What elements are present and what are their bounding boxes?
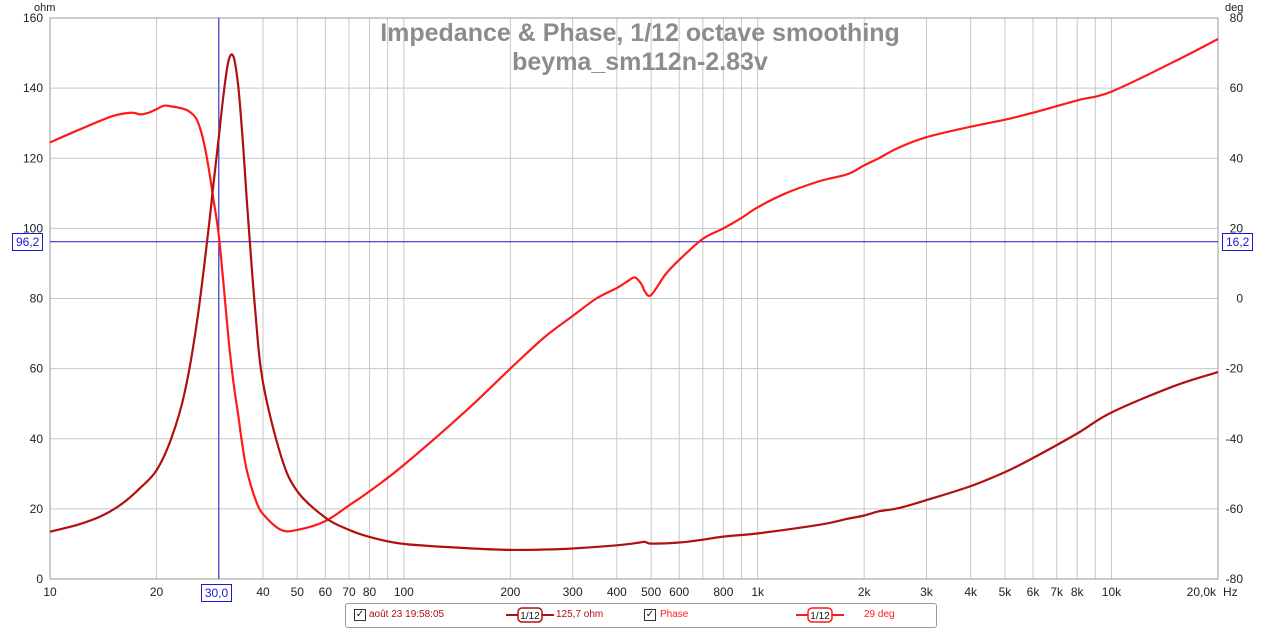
impedance-legend-name: août 23 19:58:05 — [369, 609, 445, 620]
grid-lines — [50, 18, 1218, 579]
y-left-tick-label: 40 — [30, 432, 44, 446]
phase-checkbox[interactable]: ✓ — [644, 609, 656, 621]
x-tick-label: 2k — [858, 585, 872, 599]
x-tick-label: 200 — [500, 585, 520, 599]
x-tick-label: 3k — [920, 585, 934, 599]
y-left-tick-label: 0 — [36, 572, 43, 586]
x-tick-label: 6k — [1027, 585, 1041, 599]
x-tick-label: 8k — [1071, 585, 1085, 599]
x-tick-label: 4k — [964, 585, 978, 599]
cursor-lines[interactable] — [50, 18, 1218, 579]
impedance-curve — [49, 53, 1219, 552]
impedance-legend-value: 125,7 ohm — [556, 609, 604, 620]
y-right-tick-label: 60 — [1230, 81, 1244, 95]
x-tick-label: 80 — [363, 585, 377, 599]
cursor-x-readout[interactable]: 30,0 — [200, 584, 233, 602]
phase-smoothing-label: 1/12 — [810, 611, 830, 622]
y-right-tick-label: -80 — [1226, 572, 1244, 586]
x-tick-label: 10 — [43, 585, 57, 599]
y-right-tick-label: 0 — [1236, 292, 1243, 306]
y-left-tick-label: 120 — [23, 151, 43, 165]
x-tick-label: 600 — [669, 585, 689, 599]
y-left-tick-label: 60 — [30, 362, 44, 376]
y-left-tick-label: 80 — [30, 292, 44, 306]
y-right-tick-label: 40 — [1230, 151, 1244, 165]
y-right-tick-label: -20 — [1226, 362, 1244, 376]
y-right-tick-label: -40 — [1226, 432, 1244, 446]
chart-subtitle: beyma_sm112n-2.83v — [512, 48, 768, 76]
cursor-right-readout[interactable]: 16,2 — [1222, 232, 1254, 251]
y-left-tick-label: 160 — [23, 11, 43, 25]
x-axis-unit: Hz — [1223, 585, 1238, 599]
x-tick-label: 40 — [256, 585, 270, 599]
phase-smoothing-icon[interactable]: 1/12 — [796, 607, 844, 623]
chart-title: Impedance & Phase, 1/12 octave smoothing — [380, 19, 900, 47]
y-left-tick-label: 100 — [23, 221, 43, 235]
x-tick-label: 1k — [751, 585, 765, 599]
x-tick-label: 400 — [607, 585, 627, 599]
phase-legend-value: 29 deg — [864, 609, 895, 620]
phase-legend-name: Phase — [660, 609, 689, 620]
x-tick-label: 20,0k — [1187, 585, 1217, 599]
y-right-tick-label: 20 — [1230, 221, 1244, 235]
impedance-checkbox[interactable]: ✓ — [354, 609, 366, 621]
x-tick-label: 20 — [150, 585, 164, 599]
x-tick-label: 300 — [563, 585, 583, 599]
series-lines — [49, 38, 1219, 552]
x-tick-label: 800 — [713, 585, 733, 599]
legend-bar: ✓ août 23 19:58:05 1/12 125,7 ohm ✓ Phas… — [345, 603, 937, 628]
y-left-tick-label: 20 — [30, 502, 44, 516]
x-tick-label: 60 — [319, 585, 333, 599]
impedance-smoothing-icon[interactable]: 1/12 — [506, 607, 554, 623]
x-tick-label: 70 — [342, 585, 356, 599]
cursor-left-readout[interactable]: 96,2 — [12, 232, 44, 251]
x-tick-label: 500 — [641, 585, 661, 599]
y-right-tick-label: 80 — [1230, 11, 1244, 25]
phase-curve — [49, 38, 1219, 533]
plot-frame — [49, 17, 1219, 580]
x-tick-label: 5k — [999, 585, 1013, 599]
impedance-smoothing-label: 1/12 — [520, 611, 540, 622]
x-tick-label: 50 — [291, 585, 305, 599]
x-tick-label: 10k — [1102, 585, 1122, 599]
tick-labels: 10203040506070801002003004005006008001k2… — [23, 11, 1243, 599]
y-left-tick-label: 140 — [23, 81, 43, 95]
left-axis-unit: ohm — [34, 2, 55, 14]
right-axis-unit: deg — [1225, 2, 1243, 14]
x-tick-label: 7k — [1050, 585, 1064, 599]
y-right-tick-label: -60 — [1226, 502, 1244, 516]
x-tick-label: 100 — [394, 585, 414, 599]
